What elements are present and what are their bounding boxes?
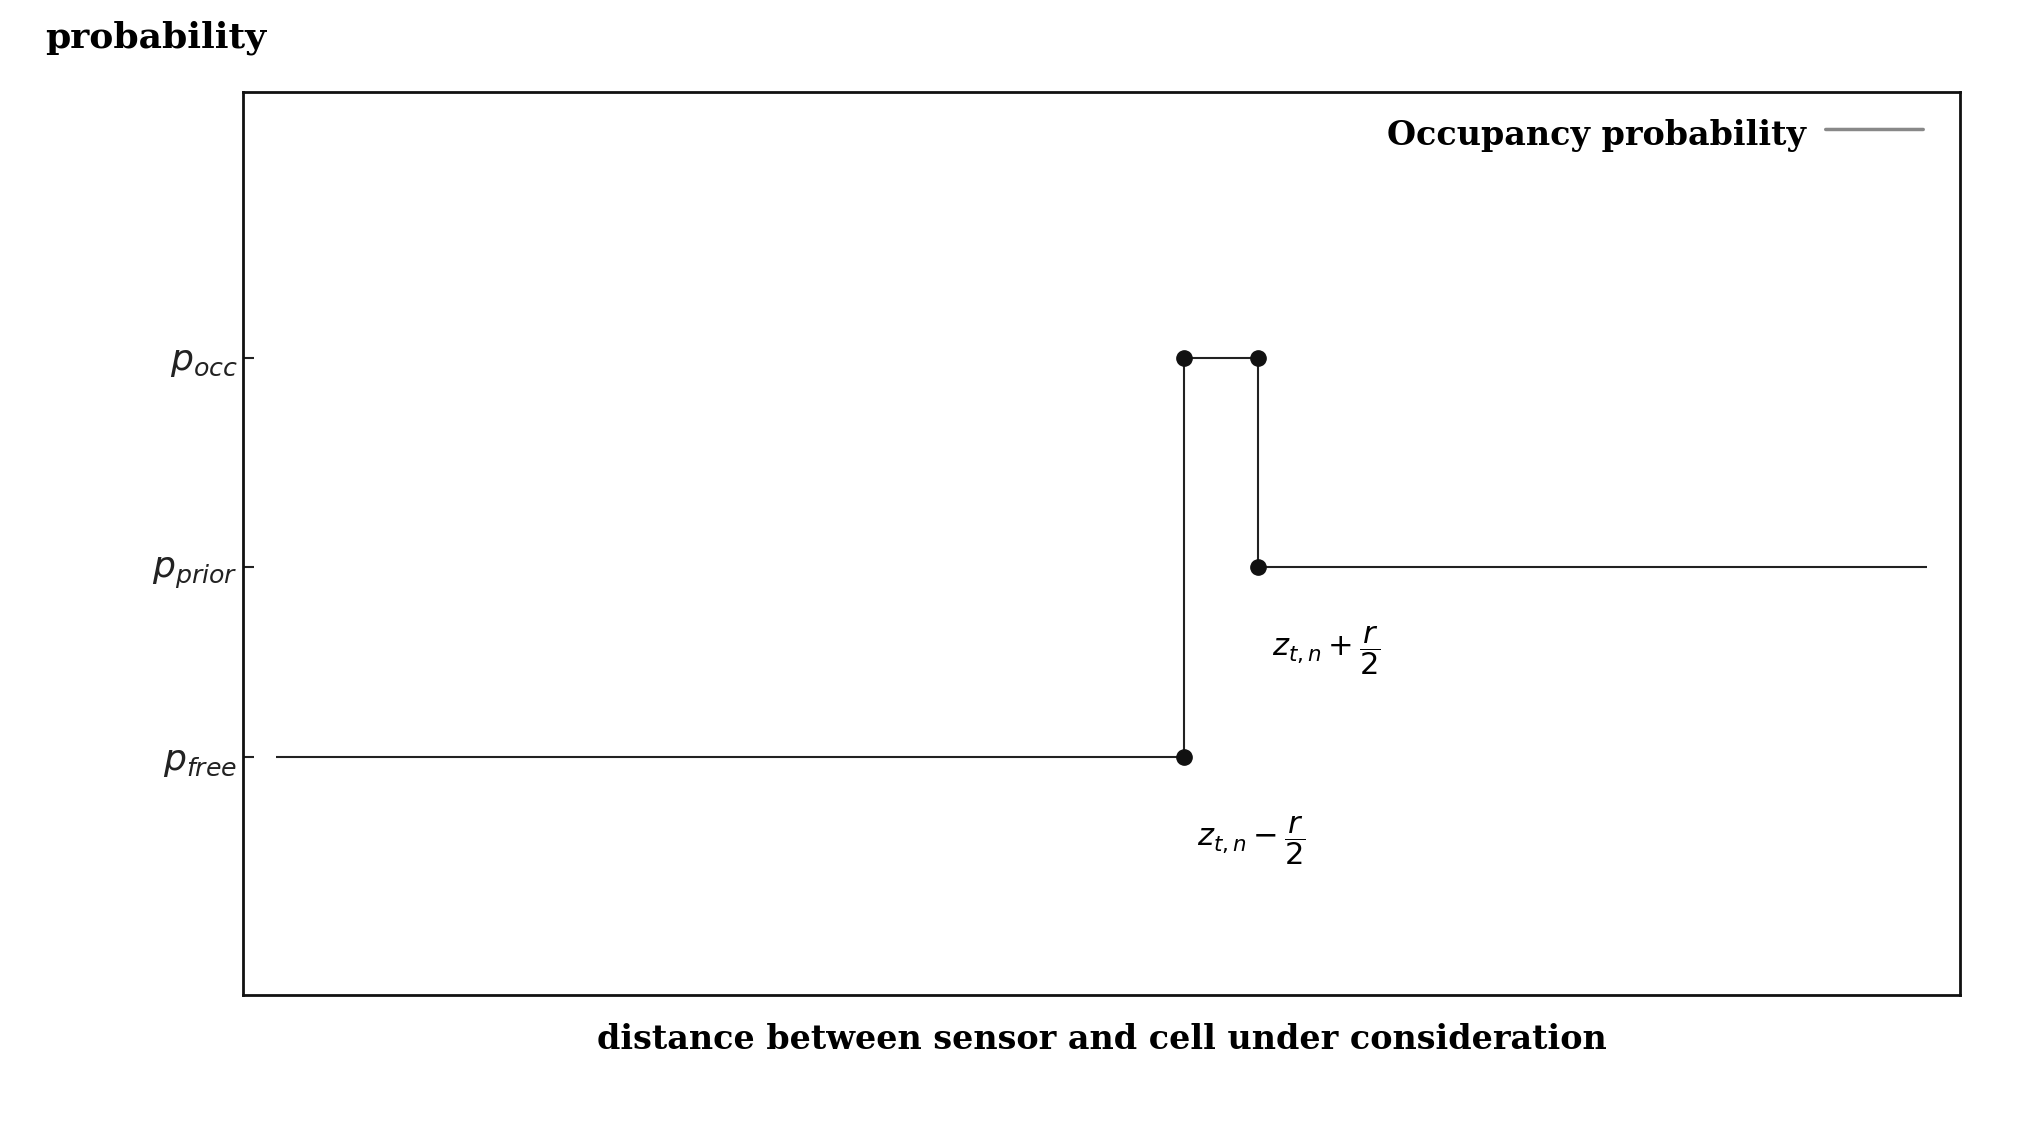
Text: probability: probability — [44, 21, 267, 55]
Text: $z_{t,n} - \dfrac{r}{2}$: $z_{t,n} - \dfrac{r}{2}$ — [1196, 815, 1306, 867]
X-axis label: distance between sensor and cell under consideration: distance between sensor and cell under c… — [596, 1023, 1607, 1056]
Text: $z_{t,n} + \dfrac{r}{2}$: $z_{t,n} + \dfrac{r}{2}$ — [1271, 625, 1380, 677]
Text: Occupancy probability: Occupancy probability — [1386, 119, 1807, 152]
